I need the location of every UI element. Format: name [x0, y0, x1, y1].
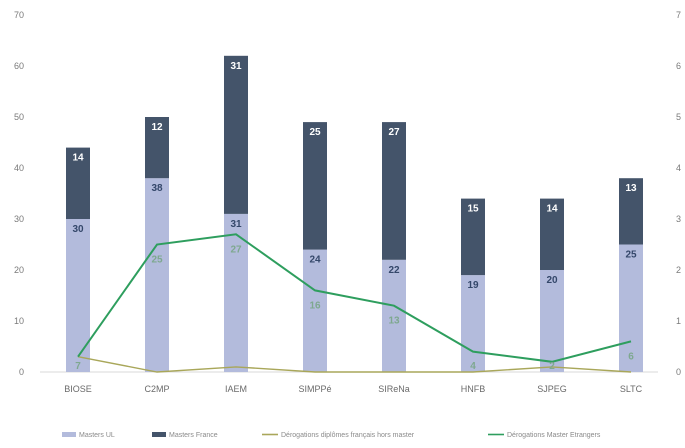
- y-tick-label: 60: [14, 61, 24, 71]
- bar-masters-ul: [66, 219, 90, 372]
- y2-tick-label: 5: [676, 112, 681, 122]
- x-tick-label: C2MP: [144, 384, 169, 394]
- bar-value-label: 22: [388, 265, 400, 276]
- bar-masters-ul: [145, 178, 169, 372]
- y2-tick-label: 1: [676, 316, 681, 326]
- x-tick-label: SJPEG: [537, 384, 567, 394]
- y-tick-label: 30: [14, 214, 24, 224]
- bar-masters-ul: [382, 259, 406, 372]
- bar-value-label: 13: [625, 183, 637, 194]
- bar-value-label: 20: [546, 275, 558, 286]
- bar-masters-ul: [540, 270, 564, 372]
- x-tick-label: SIMPPé: [298, 384, 331, 394]
- x-tick-label: SLTC: [620, 384, 643, 394]
- bar-masters-ul: [461, 275, 485, 372]
- bar-value-label: 31: [230, 61, 242, 72]
- legend-swatch: [152, 432, 166, 437]
- y2-tick-label: 4: [676, 163, 681, 173]
- bar-masters-france: [224, 55, 248, 214]
- x-tick-label: BIOSE: [64, 384, 92, 394]
- y-tick-label: 70: [14, 10, 24, 20]
- x-tick-label: SIReNa: [378, 384, 410, 394]
- x-tick-label: HNFB: [461, 384, 486, 394]
- legend-label: Masters UL: [79, 432, 115, 439]
- line-derogations-hors-master: [77, 356, 632, 373]
- y-tick-label: 20: [14, 265, 24, 275]
- line-value-label: 6: [628, 351, 634, 362]
- y2-tick-label: 7: [676, 10, 681, 20]
- y-tick-label: 10: [14, 316, 24, 326]
- bar-value-label: 14: [72, 153, 84, 164]
- legend-label: Dérogations Master Etrangers: [507, 432, 601, 439]
- line-value-label: 4: [470, 361, 476, 372]
- y2-tick-label: 6: [676, 61, 681, 71]
- y-tick-label: 40: [14, 163, 24, 173]
- y-tick-label: 50: [14, 112, 24, 122]
- line-value-label: 7: [75, 361, 81, 372]
- bar-value-label: 14: [546, 204, 558, 215]
- bar-masters-france: [382, 122, 406, 260]
- line-value-label: 16: [309, 300, 321, 311]
- bar-masters-ul: [303, 249, 327, 372]
- y2-tick-label: 0: [676, 367, 681, 377]
- y2-tick-label: 3: [676, 214, 681, 224]
- line-value-label: 2: [549, 361, 555, 372]
- bar-value-label: 24: [309, 255, 321, 266]
- line-value-label: 27: [230, 244, 242, 255]
- bar-masters-france: [540, 198, 564, 270]
- bar-value-label: 27: [388, 127, 400, 138]
- bar-masters-france: [619, 178, 643, 245]
- line-value-label: 13: [388, 316, 400, 327]
- bar-value-label: 15: [467, 204, 479, 215]
- legend-label: Masters France: [169, 432, 218, 439]
- line-derogations-master-etrangers: [77, 233, 632, 363]
- bar-masters-france: [66, 147, 90, 219]
- y-tick-label: 0: [19, 367, 24, 377]
- bar-value-label: 31: [230, 219, 242, 230]
- y2-tick-label: 2: [676, 265, 681, 275]
- bar-value-label: 19: [467, 280, 479, 291]
- bar-masters-france: [145, 117, 169, 179]
- legend-swatch: [62, 432, 76, 437]
- bar-masters-france: [461, 198, 485, 276]
- bar-masters-ul: [619, 244, 643, 372]
- x-tick-label: IAEM: [225, 384, 247, 394]
- line-value-label: 25: [151, 255, 163, 266]
- bar-masters-france: [303, 122, 327, 250]
- bar-value-label: 25: [625, 250, 637, 261]
- bar-value-label: 12: [151, 122, 163, 133]
- bar-value-label: 30: [72, 224, 84, 235]
- bar-masters-ul: [224, 213, 248, 372]
- legend-label: Dérogations diplômes français hors maste…: [281, 432, 415, 439]
- bar-value-label: 25: [309, 127, 321, 138]
- bar-value-label: 38: [151, 183, 163, 194]
